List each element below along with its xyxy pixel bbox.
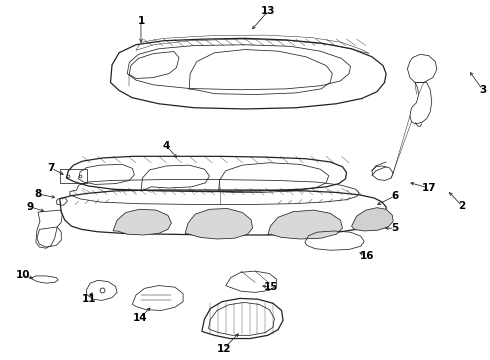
Text: 4: 4 <box>163 141 170 151</box>
Polygon shape <box>352 208 393 231</box>
Text: 16: 16 <box>360 251 374 261</box>
Text: 13: 13 <box>261 6 275 17</box>
Text: 5: 5 <box>391 223 398 233</box>
Text: 8: 8 <box>34 189 42 199</box>
Text: 15: 15 <box>264 282 279 292</box>
Text: 7: 7 <box>48 163 55 173</box>
Text: 17: 17 <box>421 183 436 193</box>
Polygon shape <box>268 210 343 239</box>
Text: 14: 14 <box>133 313 147 323</box>
Text: 1: 1 <box>137 17 145 26</box>
Text: 10: 10 <box>16 270 30 280</box>
Text: 12: 12 <box>217 343 231 354</box>
Text: 6: 6 <box>391 191 398 201</box>
Text: 3: 3 <box>479 85 486 95</box>
Text: 2: 2 <box>459 201 466 211</box>
Polygon shape <box>185 208 253 239</box>
Text: 9: 9 <box>27 202 34 212</box>
Polygon shape <box>113 209 172 235</box>
Text: 11: 11 <box>81 294 96 304</box>
